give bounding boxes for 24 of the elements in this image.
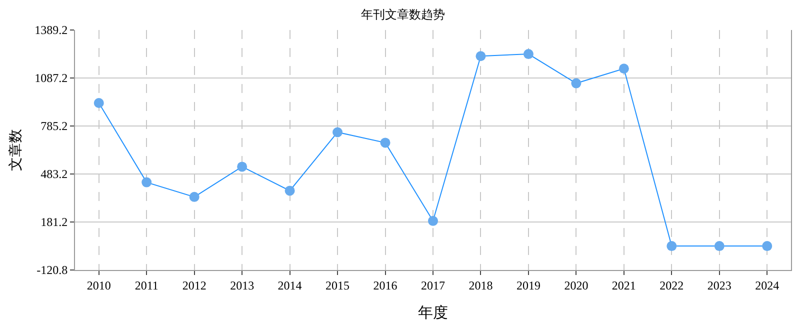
chart-title: 年刊文章数趋势 <box>361 7 445 22</box>
x-tick-label: 2022 <box>660 278 684 292</box>
x-tick-label: 2013 <box>230 278 254 292</box>
x-tick-label: 2023 <box>707 278 732 292</box>
x-tick-label: 2015 <box>326 278 350 292</box>
y-tick-label: 181.2 <box>40 215 68 230</box>
x-tick-label: 2010 <box>86 278 111 292</box>
x-tick-label: 2020 <box>564 278 588 292</box>
x-tick-label: 2011 <box>134 278 158 292</box>
x-tick-label: 2016 <box>373 278 398 292</box>
x-tick-label: 2014 <box>278 278 302 292</box>
y-tick-label: 1087.2 <box>34 71 68 86</box>
y-axis-title: 文章数 <box>8 129 24 171</box>
x-tick-label: 2019 <box>516 278 540 292</box>
x-tick-label: 2017 <box>421 278 445 292</box>
x-tick-label: 2024 <box>755 278 780 292</box>
y-tick-label: 483.2 <box>40 167 68 182</box>
x-tick-label: 2021 <box>612 278 636 292</box>
x-axis-title: 年度 <box>418 303 448 322</box>
y-tick-label: -120.8 <box>36 263 68 278</box>
x-tick-label: 2018 <box>468 278 493 292</box>
y-tick-label: 1389.2 <box>34 23 68 38</box>
y-tick-label: 785.2 <box>40 119 68 134</box>
x-tick-label: 2012 <box>182 278 206 292</box>
